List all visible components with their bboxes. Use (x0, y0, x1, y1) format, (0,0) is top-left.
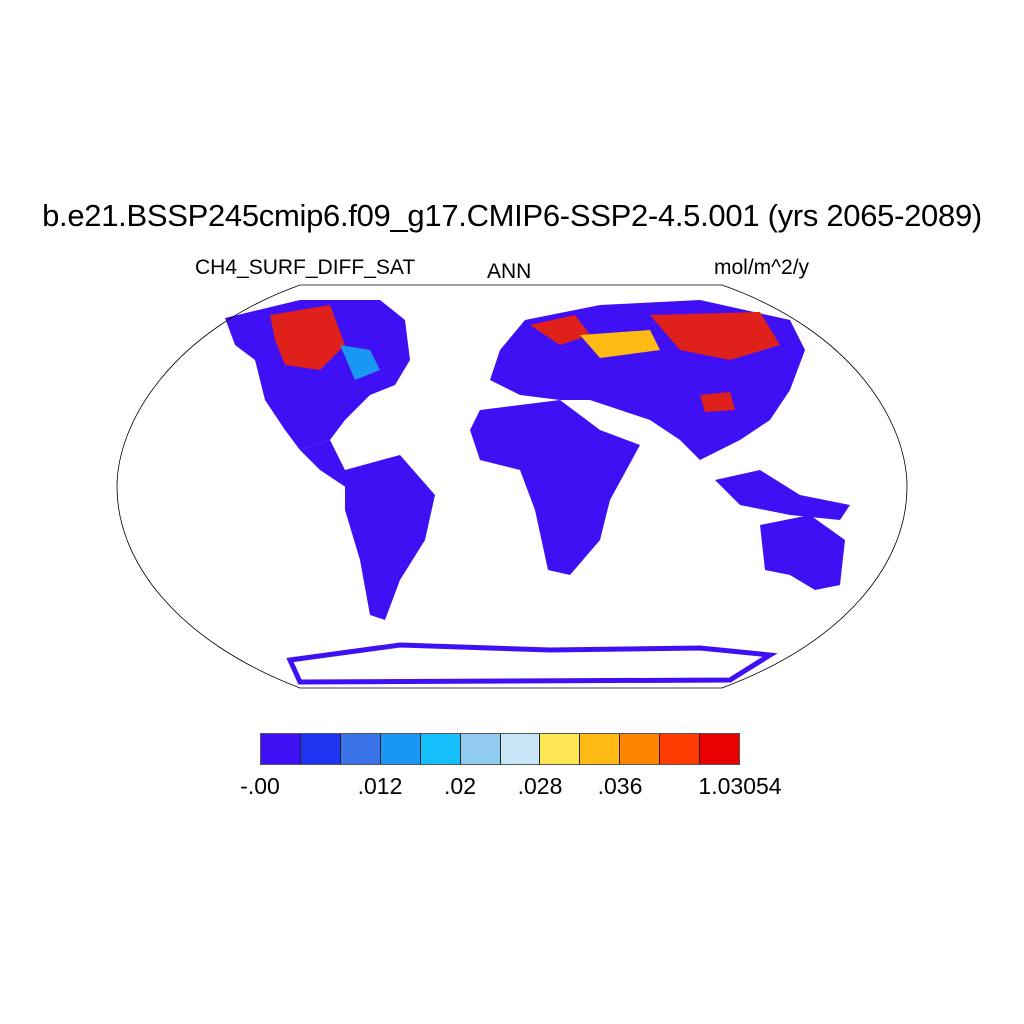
high-value-patches (270, 305, 780, 412)
hotspot-westsiberia (580, 330, 660, 358)
colorbar-box (620, 734, 661, 764)
north-america (225, 300, 410, 450)
colorbar-label: .036 (597, 773, 643, 799)
greenland (405, 292, 485, 338)
units-label: mol/m^2/y (714, 256, 810, 279)
colorbar-label: .02 (444, 773, 476, 799)
colorbar-box (340, 734, 381, 764)
colorbar-box (261, 734, 301, 764)
colorbar-box (660, 734, 701, 764)
australia (760, 515, 845, 590)
colorbar-box (420, 734, 461, 764)
antarctica (286, 642, 778, 685)
hotspot-canada (270, 305, 345, 370)
colorbar (260, 733, 740, 765)
colorbar-label: .012 (357, 773, 403, 799)
maritime-continent (715, 470, 850, 520)
hotspot-tibet (700, 392, 735, 412)
plot-title: b.e21.BSSP245cmip6.f09_g17.CMIP6-SSP2-4.… (42, 198, 982, 233)
colorbar-box (580, 734, 621, 764)
season-label: ANN (487, 260, 532, 283)
colorbar-box (540, 734, 581, 764)
colorbar-label: .028 (517, 773, 563, 799)
hotspot-siberia (650, 312, 780, 360)
map-border (116, 284, 908, 689)
colorbar-label: 1.03054 (698, 773, 782, 799)
africa (470, 400, 640, 575)
colorbar-label: -.00 (240, 773, 280, 799)
south-america (345, 455, 435, 620)
hotspot-scandinavia (530, 315, 590, 345)
colorbar-box (300, 734, 341, 764)
hotspot-hudson (340, 345, 380, 380)
colorbar-box (700, 734, 740, 764)
colorbar-box (380, 734, 421, 764)
variable-name: CH4_SURF_DIFF_SAT (195, 256, 416, 279)
colorbar-box (500, 734, 541, 764)
colorbar-box (460, 734, 501, 764)
